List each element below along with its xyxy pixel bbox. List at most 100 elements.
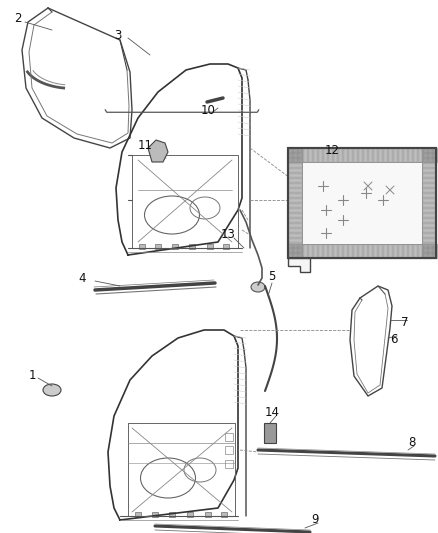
Bar bbox=[263, 423, 276, 443]
Polygon shape bbox=[287, 228, 301, 232]
Polygon shape bbox=[332, 148, 336, 162]
Polygon shape bbox=[357, 244, 361, 258]
Polygon shape bbox=[292, 244, 297, 258]
Polygon shape bbox=[397, 244, 401, 258]
Polygon shape bbox=[427, 244, 431, 258]
Polygon shape bbox=[301, 162, 421, 244]
Polygon shape bbox=[402, 244, 406, 258]
Polygon shape bbox=[332, 244, 336, 258]
Polygon shape bbox=[421, 193, 435, 197]
Text: 6: 6 bbox=[389, 334, 397, 346]
Polygon shape bbox=[421, 158, 435, 162]
Polygon shape bbox=[367, 148, 371, 162]
Text: 1: 1 bbox=[28, 369, 35, 383]
Polygon shape bbox=[421, 178, 435, 182]
Text: 14: 14 bbox=[264, 407, 279, 419]
Polygon shape bbox=[432, 244, 436, 258]
Text: 10: 10 bbox=[200, 103, 215, 117]
Polygon shape bbox=[377, 148, 381, 162]
Polygon shape bbox=[307, 148, 311, 162]
Polygon shape bbox=[421, 243, 435, 247]
Polygon shape bbox=[287, 208, 301, 212]
Polygon shape bbox=[322, 148, 326, 162]
Polygon shape bbox=[287, 244, 291, 258]
Text: 8: 8 bbox=[407, 437, 415, 449]
Polygon shape bbox=[367, 244, 371, 258]
Polygon shape bbox=[287, 203, 301, 207]
Polygon shape bbox=[287, 238, 301, 242]
Polygon shape bbox=[297, 244, 301, 258]
Polygon shape bbox=[287, 178, 301, 182]
Polygon shape bbox=[412, 244, 416, 258]
Polygon shape bbox=[327, 148, 331, 162]
Polygon shape bbox=[287, 253, 301, 257]
Bar bbox=[220, 512, 226, 517]
Polygon shape bbox=[421, 233, 435, 237]
Polygon shape bbox=[421, 153, 435, 157]
Ellipse shape bbox=[251, 282, 265, 292]
Bar bbox=[152, 512, 158, 517]
Polygon shape bbox=[287, 248, 301, 252]
Polygon shape bbox=[421, 253, 435, 257]
Polygon shape bbox=[287, 148, 291, 162]
Polygon shape bbox=[421, 148, 435, 152]
Ellipse shape bbox=[43, 384, 61, 396]
Text: 9: 9 bbox=[311, 513, 318, 527]
Polygon shape bbox=[382, 244, 386, 258]
Polygon shape bbox=[421, 198, 435, 202]
Polygon shape bbox=[407, 148, 411, 162]
Polygon shape bbox=[287, 183, 301, 187]
Bar bbox=[207, 244, 212, 249]
Polygon shape bbox=[287, 198, 301, 202]
Polygon shape bbox=[287, 173, 301, 177]
Polygon shape bbox=[421, 238, 435, 242]
Bar bbox=[225, 446, 233, 454]
Polygon shape bbox=[287, 243, 301, 247]
Polygon shape bbox=[287, 258, 309, 272]
Polygon shape bbox=[422, 148, 426, 162]
Polygon shape bbox=[287, 168, 301, 172]
Polygon shape bbox=[307, 244, 311, 258]
Polygon shape bbox=[421, 168, 435, 172]
Bar bbox=[225, 460, 233, 468]
Text: 7: 7 bbox=[400, 317, 408, 329]
Polygon shape bbox=[287, 158, 301, 162]
Polygon shape bbox=[422, 244, 426, 258]
Polygon shape bbox=[302, 148, 306, 162]
Polygon shape bbox=[387, 148, 391, 162]
Polygon shape bbox=[421, 218, 435, 222]
Polygon shape bbox=[287, 148, 435, 258]
Polygon shape bbox=[327, 244, 331, 258]
Bar bbox=[139, 244, 145, 249]
Polygon shape bbox=[287, 233, 301, 237]
Bar bbox=[225, 433, 233, 441]
Polygon shape bbox=[317, 148, 321, 162]
Polygon shape bbox=[322, 244, 326, 258]
Polygon shape bbox=[287, 218, 301, 222]
Polygon shape bbox=[342, 244, 346, 258]
Polygon shape bbox=[357, 148, 361, 162]
Polygon shape bbox=[287, 193, 301, 197]
Polygon shape bbox=[287, 223, 301, 227]
Polygon shape bbox=[402, 148, 406, 162]
Polygon shape bbox=[407, 244, 411, 258]
Polygon shape bbox=[421, 248, 435, 252]
Polygon shape bbox=[312, 244, 316, 258]
Polygon shape bbox=[372, 148, 376, 162]
Bar bbox=[189, 244, 194, 249]
Polygon shape bbox=[362, 244, 366, 258]
Polygon shape bbox=[421, 223, 435, 227]
Polygon shape bbox=[148, 140, 168, 162]
Polygon shape bbox=[297, 148, 301, 162]
Polygon shape bbox=[417, 244, 421, 258]
Polygon shape bbox=[377, 244, 381, 258]
Polygon shape bbox=[337, 148, 341, 162]
Polygon shape bbox=[387, 244, 391, 258]
Polygon shape bbox=[287, 213, 301, 217]
Polygon shape bbox=[337, 244, 341, 258]
Polygon shape bbox=[417, 148, 421, 162]
Bar bbox=[205, 512, 211, 517]
Bar bbox=[223, 244, 229, 249]
Polygon shape bbox=[287, 188, 301, 192]
Text: 12: 12 bbox=[324, 143, 339, 157]
